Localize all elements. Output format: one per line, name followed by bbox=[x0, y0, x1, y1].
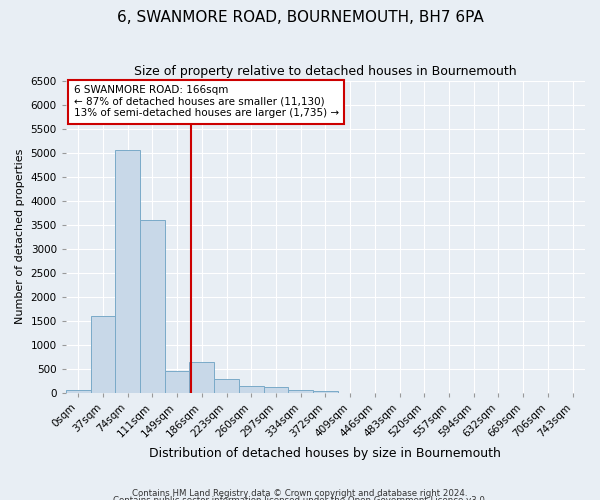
Bar bbox=[91, 316, 115, 393]
Title: Size of property relative to detached houses in Bournemouth: Size of property relative to detached ho… bbox=[134, 65, 517, 78]
Bar bbox=[165, 371, 190, 393]
Bar bbox=[313, 392, 338, 393]
Bar bbox=[190, 362, 214, 393]
Bar bbox=[263, 388, 289, 393]
Bar bbox=[214, 379, 239, 393]
Y-axis label: Number of detached properties: Number of detached properties bbox=[15, 149, 25, 324]
Text: 6, SWANMORE ROAD, BOURNEMOUTH, BH7 6PA: 6, SWANMORE ROAD, BOURNEMOUTH, BH7 6PA bbox=[116, 10, 484, 25]
Text: Contains HM Land Registry data © Crown copyright and database right 2024.: Contains HM Land Registry data © Crown c… bbox=[132, 488, 468, 498]
Bar bbox=[239, 386, 263, 393]
Bar bbox=[140, 220, 165, 393]
X-axis label: Distribution of detached houses by size in Bournemouth: Distribution of detached houses by size … bbox=[149, 447, 502, 460]
Text: 6 SWANMORE ROAD: 166sqm
← 87% of detached houses are smaller (11,130)
13% of sem: 6 SWANMORE ROAD: 166sqm ← 87% of detache… bbox=[74, 85, 339, 118]
Bar bbox=[115, 150, 140, 393]
Bar bbox=[289, 390, 313, 393]
Bar bbox=[66, 390, 91, 393]
Text: Contains public sector information licensed under the Open Government Licence v3: Contains public sector information licen… bbox=[113, 496, 487, 500]
